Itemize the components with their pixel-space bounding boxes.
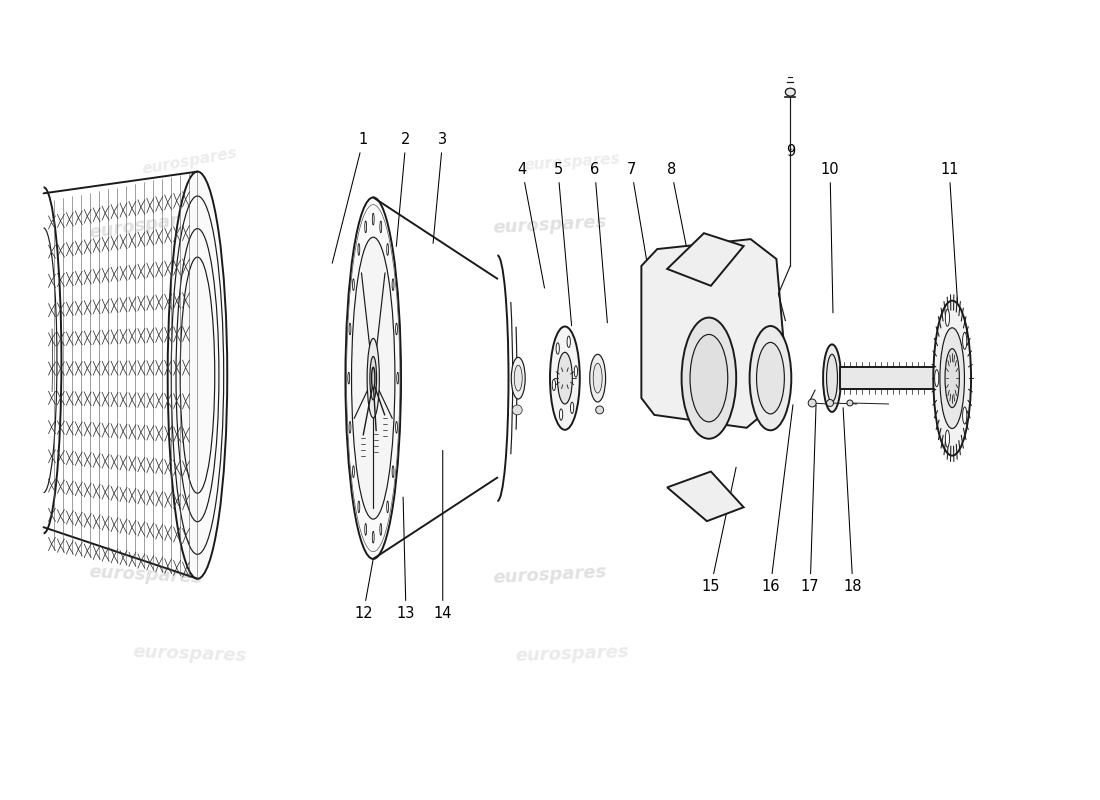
- Ellipse shape: [574, 366, 578, 377]
- Ellipse shape: [945, 310, 949, 326]
- Ellipse shape: [365, 221, 366, 233]
- Ellipse shape: [387, 501, 388, 513]
- Ellipse shape: [962, 407, 967, 424]
- Ellipse shape: [757, 342, 784, 414]
- Text: 3: 3: [433, 132, 448, 243]
- Ellipse shape: [552, 379, 556, 390]
- Ellipse shape: [372, 214, 374, 225]
- Text: 5: 5: [553, 162, 572, 326]
- Text: eurospares: eurospares: [88, 208, 204, 242]
- Polygon shape: [668, 471, 744, 521]
- Text: 12: 12: [354, 474, 388, 621]
- Ellipse shape: [939, 328, 965, 429]
- Ellipse shape: [935, 370, 938, 386]
- Ellipse shape: [596, 406, 604, 414]
- Ellipse shape: [352, 278, 354, 290]
- Ellipse shape: [176, 229, 219, 522]
- Ellipse shape: [593, 363, 602, 393]
- Ellipse shape: [387, 244, 388, 255]
- Ellipse shape: [513, 405, 522, 415]
- Ellipse shape: [349, 323, 351, 335]
- Ellipse shape: [515, 366, 522, 391]
- Ellipse shape: [345, 198, 401, 559]
- Text: 6: 6: [590, 162, 607, 322]
- Ellipse shape: [945, 349, 959, 407]
- Ellipse shape: [365, 523, 366, 535]
- Text: eurospares: eurospares: [515, 643, 629, 666]
- Ellipse shape: [682, 318, 736, 438]
- Ellipse shape: [571, 402, 574, 414]
- Ellipse shape: [367, 338, 380, 418]
- Text: eurospares: eurospares: [493, 214, 607, 237]
- Ellipse shape: [392, 466, 394, 478]
- Ellipse shape: [590, 354, 606, 402]
- Ellipse shape: [352, 237, 395, 519]
- Ellipse shape: [372, 531, 374, 543]
- Ellipse shape: [808, 399, 816, 407]
- Text: 2: 2: [396, 132, 410, 246]
- Text: 4: 4: [518, 162, 544, 288]
- Ellipse shape: [847, 400, 852, 406]
- Text: 17: 17: [801, 405, 820, 594]
- Ellipse shape: [785, 88, 795, 96]
- Ellipse shape: [396, 323, 397, 335]
- Text: 8: 8: [667, 162, 703, 333]
- Ellipse shape: [358, 501, 360, 513]
- Text: 16: 16: [761, 405, 793, 594]
- Polygon shape: [668, 233, 744, 286]
- Text: eurospares: eurospares: [132, 643, 246, 666]
- Ellipse shape: [558, 352, 572, 404]
- Ellipse shape: [826, 354, 837, 402]
- Ellipse shape: [379, 523, 382, 535]
- Ellipse shape: [962, 332, 967, 350]
- Text: 9: 9: [785, 144, 795, 159]
- Text: 13: 13: [397, 497, 415, 621]
- Ellipse shape: [690, 334, 728, 422]
- Text: 10: 10: [821, 162, 839, 313]
- Text: 7: 7: [627, 162, 653, 303]
- Ellipse shape: [560, 409, 563, 420]
- Ellipse shape: [349, 422, 351, 433]
- Ellipse shape: [826, 399, 834, 406]
- Ellipse shape: [372, 367, 375, 389]
- Ellipse shape: [392, 278, 394, 290]
- Text: 11: 11: [940, 162, 959, 326]
- Text: 14: 14: [433, 450, 452, 621]
- Text: eurospares: eurospares: [524, 151, 620, 173]
- Ellipse shape: [512, 358, 525, 399]
- Ellipse shape: [568, 336, 571, 347]
- Polygon shape: [641, 239, 783, 428]
- Ellipse shape: [823, 344, 842, 412]
- Text: 1: 1: [332, 132, 367, 263]
- Ellipse shape: [180, 257, 214, 494]
- Ellipse shape: [370, 357, 376, 400]
- Ellipse shape: [172, 196, 223, 554]
- Polygon shape: [840, 367, 934, 389]
- Ellipse shape: [379, 221, 382, 233]
- Ellipse shape: [550, 326, 580, 430]
- Text: eurospares: eurospares: [88, 563, 204, 586]
- Text: 15: 15: [702, 467, 736, 594]
- Ellipse shape: [557, 343, 560, 354]
- Ellipse shape: [348, 372, 350, 384]
- Ellipse shape: [945, 430, 949, 447]
- Ellipse shape: [396, 422, 397, 433]
- Ellipse shape: [397, 372, 398, 384]
- Ellipse shape: [749, 326, 791, 430]
- Ellipse shape: [352, 466, 354, 478]
- Ellipse shape: [933, 301, 971, 456]
- Text: eurospares: eurospares: [141, 146, 239, 178]
- Text: eurospares: eurospares: [493, 563, 607, 586]
- Ellipse shape: [167, 171, 228, 578]
- Ellipse shape: [358, 244, 360, 255]
- Text: 18: 18: [843, 408, 862, 594]
